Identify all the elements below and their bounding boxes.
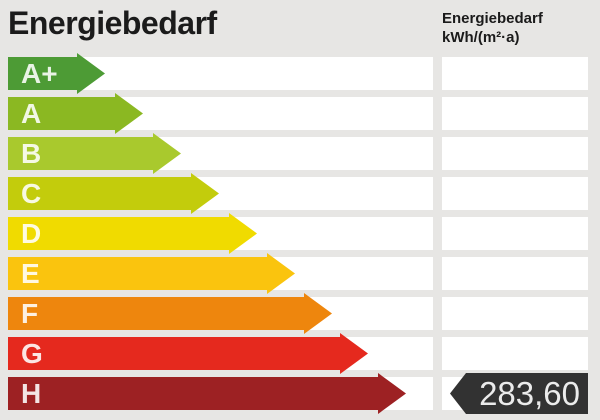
rating-arrow-shape: [8, 93, 143, 134]
rating-arrow-icon: [8, 173, 219, 214]
rating-arrow-shape: [8, 133, 181, 174]
energy-value-tag: 283,60: [450, 373, 588, 414]
rating-letter: F: [21, 298, 39, 329]
row-track-right: [442, 217, 588, 250]
unit-header-title: Energiebedarf: [442, 10, 543, 27]
unit-header-unit: kWh/(m²·a): [442, 29, 520, 46]
rating-letter: G: [21, 338, 43, 369]
rating-scale: A+ A B C: [8, 53, 588, 417]
rating-row-c: C: [8, 173, 588, 214]
rating-row-h: H: [8, 373, 588, 414]
rating-letter: E: [21, 258, 40, 289]
rating-row-b: B: [8, 133, 588, 174]
rating-row-e: E: [8, 253, 588, 294]
rating-letter: B: [21, 138, 42, 169]
rating-arrow-shape: [8, 213, 257, 254]
rating-letter: H: [21, 378, 42, 409]
rating-arrow-icon: [8, 373, 406, 414]
rating-row-a: A: [8, 93, 588, 134]
rating-arrow-icon: [8, 133, 181, 174]
rating-row-aplus: A+: [8, 53, 588, 94]
rating-arrow-shape: [8, 373, 406, 414]
rating-arrow-shape: [8, 253, 295, 294]
page-title: Energiebedarf: [8, 5, 217, 41]
row-track-right: [442, 177, 588, 210]
rating-letter: A: [21, 98, 42, 129]
rating-arrow-icon: [8, 253, 295, 294]
value-tag-arrow-left-icon: [450, 373, 588, 414]
row-track-right: [442, 57, 588, 90]
rating-row-g: G: [8, 333, 588, 374]
rating-letter: D: [21, 218, 42, 249]
rating-arrow-icon: [8, 93, 143, 134]
row-track-right: [442, 257, 588, 290]
row-track-right: [442, 97, 588, 130]
rating-arrow-shape: [8, 53, 105, 94]
energy-value: 283,60: [479, 375, 580, 412]
row-track-right: [442, 337, 588, 370]
value-tag-shape: [450, 373, 588, 414]
row-track-right: [442, 137, 588, 170]
rating-letter: A+: [21, 58, 58, 89]
unit-header: Energiebedarf kWh/(m²·a): [442, 9, 543, 47]
row-track-right: [442, 297, 588, 330]
rating-letter: C: [21, 178, 42, 209]
rating-arrow-icon: [8, 293, 332, 334]
rating-arrow-shape: [8, 173, 219, 214]
rating-arrow-shape: [8, 333, 368, 374]
rating-row-d: D: [8, 213, 588, 254]
rating-arrow-icon: [8, 333, 368, 374]
rating-arrow-icon: [8, 213, 257, 254]
rating-arrow-icon: [8, 53, 105, 94]
rating-arrow-shape: [8, 293, 332, 334]
rating-row-f: F: [8, 293, 588, 334]
